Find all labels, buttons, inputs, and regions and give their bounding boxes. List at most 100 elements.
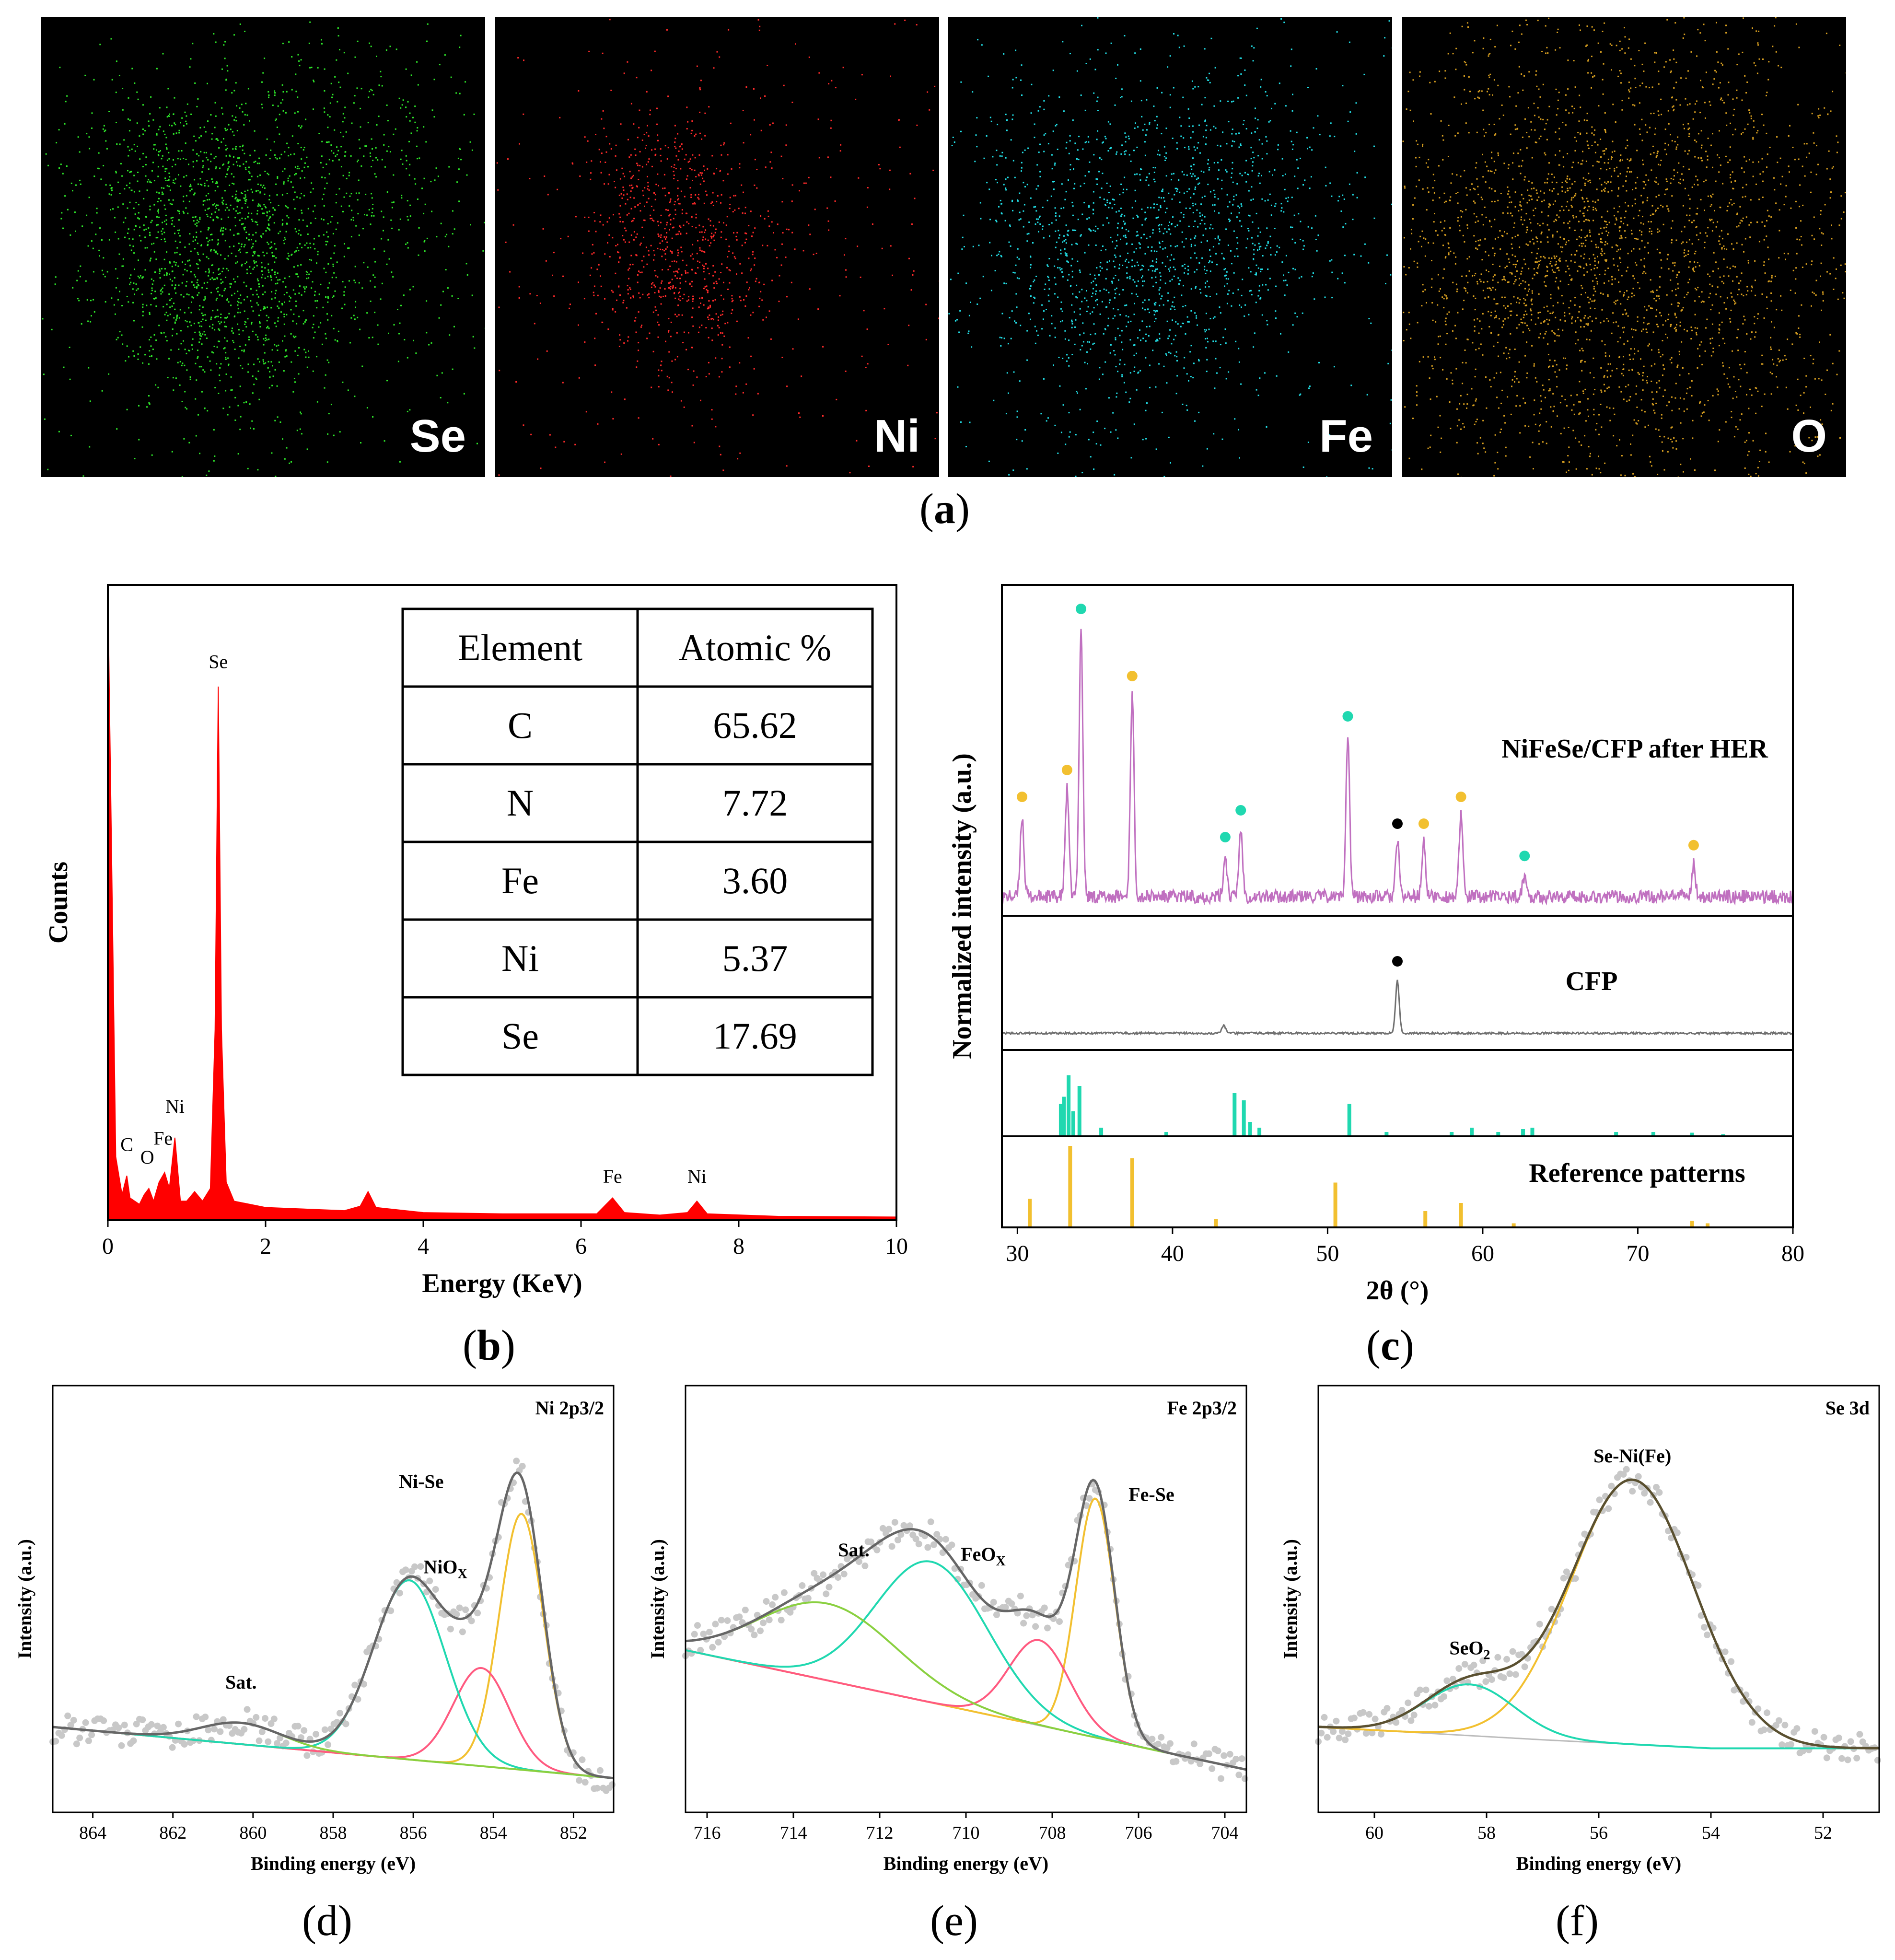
x-tick-label: 70 — [1626, 1241, 1649, 1266]
xps-data-point — [1369, 1729, 1376, 1737]
xps-data-point — [1772, 1722, 1779, 1729]
xps-data-point — [718, 1617, 725, 1624]
xps-data-point — [1360, 1709, 1367, 1716]
xps-envelope — [1318, 1478, 1879, 1750]
xps-data-point — [241, 1726, 248, 1733]
xps-data-point — [900, 1522, 907, 1529]
xps-data-point — [1455, 1665, 1463, 1672]
xps-data-point — [1086, 1495, 1093, 1502]
xps-data-point — [115, 1724, 122, 1731]
xps-data-point — [1844, 1756, 1851, 1763]
xps-data-point — [258, 1728, 266, 1736]
xps-data-point — [891, 1519, 898, 1526]
table-cell — [401, 763, 639, 843]
table-cell-text: 3.60 — [722, 860, 788, 901]
ref-stick-1 — [1058, 1104, 1063, 1136]
x-tick-label: 712 — [866, 1823, 894, 1843]
eds-map-fe: Fe — [948, 17, 1392, 477]
xps-data-point — [456, 1604, 463, 1611]
xps-data-point — [133, 1720, 140, 1727]
eds-map-o-image — [1402, 17, 1846, 477]
xps-data-point — [351, 1681, 359, 1689]
x-tick-label: 860 — [239, 1823, 267, 1843]
peak-annotation: Sat. — [225, 1671, 257, 1693]
eds-speckle — [42, 21, 485, 477]
xps-data-point — [823, 1590, 830, 1598]
xps-data-point — [327, 1726, 335, 1732]
peak-marker — [1455, 792, 1466, 802]
xps-data-point — [118, 1742, 125, 1749]
eds-map-ni-image — [496, 19, 939, 477]
x-tick-label: 4 — [418, 1234, 429, 1259]
xps-data-point — [244, 1706, 251, 1713]
peak-annotation: Sat. — [838, 1539, 870, 1561]
xps-data-point — [360, 1680, 367, 1688]
xps-data-point — [576, 1777, 583, 1784]
eds-speckle — [1402, 17, 1846, 477]
xps-data-point — [1847, 1738, 1854, 1745]
xps-data-point — [154, 1722, 161, 1729]
xps-data-point — [1560, 1575, 1567, 1582]
xps-data-point — [205, 1727, 212, 1734]
ref-stick-1 — [1614, 1132, 1618, 1136]
xps-data-point — [835, 1574, 842, 1581]
xps-data-point — [1017, 1592, 1024, 1599]
xps-data-point — [1235, 1772, 1243, 1778]
y-axis-label: Counts — [44, 862, 73, 944]
panel-letter-c-text: c — [1380, 1322, 1400, 1369]
xps-data-point — [82, 1719, 89, 1726]
xps-data-point — [1187, 1758, 1195, 1765]
xps-data-point — [130, 1737, 137, 1744]
xps-data-point — [1209, 1765, 1216, 1772]
xps-data-point — [1425, 1703, 1432, 1710]
panel-letter-a-text: a — [933, 485, 955, 533]
xps-data-point — [697, 1646, 704, 1654]
xps-data-point — [411, 1563, 418, 1570]
ref-stick-1 — [1347, 1104, 1351, 1136]
peak-annotation: Fe-Se — [1128, 1483, 1174, 1505]
xrd-nifese-line — [1001, 629, 1794, 906]
peak-annotation: FeOX — [961, 1543, 1006, 1569]
peak-marker — [1342, 711, 1353, 722]
xps-data-point — [1548, 1606, 1555, 1613]
map-label-fe: Fe — [1319, 410, 1373, 462]
xps-data-point — [1449, 1676, 1456, 1683]
xps-data-point — [1206, 1750, 1212, 1757]
eds-spectrum-area — [107, 584, 897, 1221]
x-axis-label: 2θ (°) — [1366, 1276, 1429, 1306]
xps-data-point — [608, 1781, 616, 1788]
ref-stick-2 — [1459, 1203, 1463, 1227]
ref-stick-1 — [1164, 1132, 1168, 1136]
xps-data-point — [885, 1526, 893, 1533]
xps-data-point — [265, 1738, 272, 1745]
y-axis-label: Normalized intensity (a.u.) — [947, 753, 977, 1059]
xps-data-point — [1764, 1709, 1770, 1716]
xps-data-point — [1605, 1505, 1612, 1512]
xps-data-point — [277, 1735, 284, 1741]
xps-data-point — [1330, 1728, 1337, 1735]
x-tick-label: 8 — [733, 1234, 744, 1259]
eds-map-fe-image — [948, 17, 1392, 477]
eds-map-se-image — [42, 21, 485, 477]
xps-data-point — [181, 1741, 188, 1748]
peak-marker — [1392, 956, 1403, 967]
table-cell-text: Se — [501, 1015, 539, 1057]
xps-data-point — [402, 1566, 409, 1574]
x-tick-label: 60 — [1471, 1241, 1494, 1266]
xps-data-point — [447, 1625, 454, 1633]
x-axis-label: Binding energy (eV) — [251, 1853, 416, 1874]
ref-stick-2 — [1423, 1211, 1428, 1227]
xps-data-point — [769, 1601, 776, 1608]
xps-data-point — [1345, 1730, 1352, 1738]
ref-stick-1 — [1521, 1129, 1525, 1136]
x-axis-label: Binding energy (eV) — [1516, 1853, 1681, 1874]
xps-data-point — [593, 1785, 601, 1792]
xps-data-point — [772, 1594, 779, 1601]
panel-letter-e: (e) — [930, 1897, 978, 1945]
xps-data-point — [907, 1522, 913, 1529]
x-tick-label: 710 — [953, 1823, 980, 1843]
xps-data-point — [1333, 1717, 1340, 1725]
table-cell — [636, 607, 874, 688]
xps-data-point — [1372, 1715, 1379, 1723]
